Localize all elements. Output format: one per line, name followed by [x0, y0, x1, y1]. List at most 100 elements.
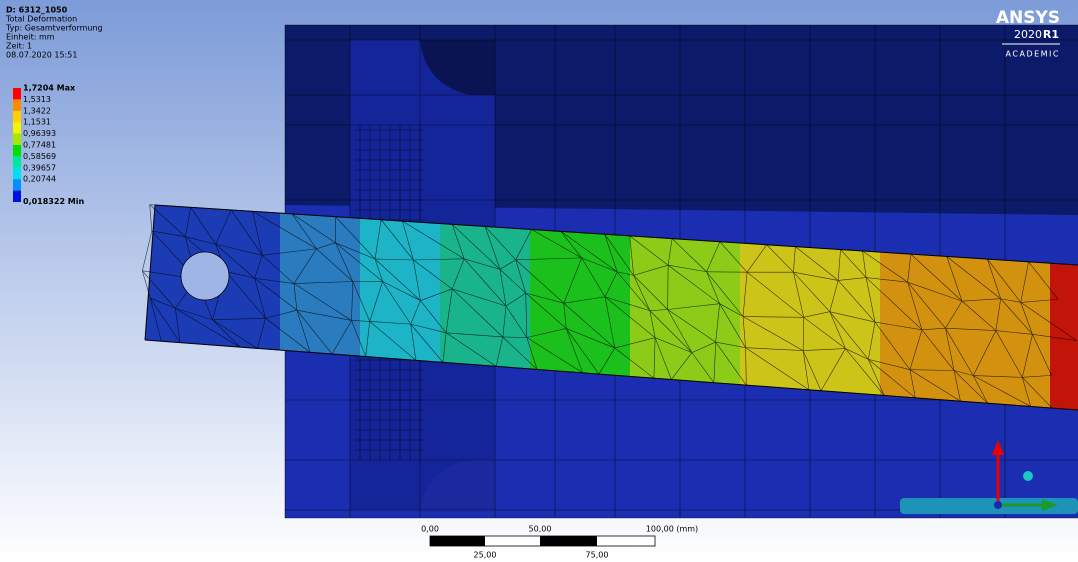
mesh-line	[719, 241, 748, 273]
mesh-line	[149, 204, 153, 232]
mesh-line	[802, 317, 804, 351]
mesh-line	[874, 321, 911, 370]
mesh-line	[413, 258, 465, 261]
mesh-line	[706, 271, 720, 304]
mesh-line	[617, 271, 634, 276]
legend-swatch	[13, 156, 21, 168]
mesh-line	[565, 328, 600, 375]
mesh-line	[945, 328, 955, 371]
legend-swatch	[13, 179, 21, 191]
legend-swatch	[13, 110, 21, 123]
mesh-line	[653, 337, 656, 379]
mesh-line	[505, 305, 528, 338]
mesh-line	[374, 258, 383, 282]
mesh-line	[973, 375, 1031, 407]
mesh-line	[654, 337, 693, 353]
mesh-line	[293, 283, 352, 321]
mesh-line	[973, 375, 1023, 378]
header-line: Typ: Gesamtverformung	[5, 24, 103, 33]
mesh-line	[581, 257, 606, 298]
mesh-line	[719, 303, 744, 317]
mesh-line	[746, 384, 809, 391]
mesh-line	[254, 277, 298, 311]
mesh-line	[257, 348, 311, 353]
mesh-line	[566, 328, 615, 349]
mesh-line	[868, 359, 916, 399]
header-line: Zeit: 1	[6, 42, 32, 51]
mesh-line	[802, 350, 810, 390]
mesh-line	[598, 373, 654, 379]
mesh-line	[335, 242, 354, 282]
mesh-line	[484, 226, 516, 260]
mesh-line	[667, 238, 673, 266]
mesh-line	[463, 258, 507, 307]
mesh-line	[335, 216, 382, 220]
mesh-line	[742, 316, 746, 348]
mesh-line	[793, 246, 796, 273]
mesh-line	[745, 347, 804, 351]
mesh-line	[310, 352, 333, 355]
mesh-line	[502, 336, 538, 370]
mesh-line	[142, 270, 176, 309]
mesh-line	[374, 219, 382, 260]
mesh-line	[335, 242, 376, 260]
mesh-line	[150, 297, 176, 309]
mesh-line	[910, 253, 963, 302]
header-line: D: 6312_1050	[6, 6, 68, 15]
mesh-line	[829, 311, 869, 360]
mesh-line	[445, 332, 497, 367]
mesh-line	[331, 320, 352, 355]
mesh-line	[451, 288, 504, 338]
mesh-line	[667, 264, 720, 304]
mesh-line	[451, 224, 501, 270]
mesh-line	[175, 307, 241, 348]
mesh-line	[614, 337, 656, 349]
mesh-line	[335, 216, 376, 260]
mesh-line	[560, 231, 582, 259]
mesh-line	[381, 219, 403, 222]
mesh-line	[212, 317, 266, 321]
mesh-line	[604, 234, 618, 272]
hole	[180, 251, 230, 301]
mesh-line	[499, 259, 516, 270]
mesh-line	[829, 311, 846, 349]
mesh-line	[365, 321, 371, 357]
mesh-line	[821, 390, 885, 396]
mesh-line	[581, 257, 618, 273]
mesh-line	[845, 348, 869, 360]
mesh-line	[953, 370, 988, 404]
mesh-line	[667, 309, 693, 353]
mesh-line	[803, 311, 830, 318]
mesh-line	[526, 337, 538, 370]
mesh-line	[149, 204, 186, 237]
mesh-line	[671, 238, 707, 272]
mesh-line	[629, 235, 634, 276]
mesh-line	[862, 250, 867, 278]
mesh-line	[921, 329, 955, 371]
mesh-line	[713, 342, 716, 383]
mesh-line	[874, 321, 923, 331]
mesh-line	[604, 234, 634, 276]
mesh-line	[862, 250, 911, 255]
mesh-line	[531, 229, 582, 259]
mesh-line	[987, 402, 1031, 407]
mesh-line	[795, 246, 839, 281]
mesh-line	[369, 281, 383, 322]
mesh-line	[265, 309, 297, 319]
mesh-line	[240, 346, 258, 349]
mesh-line	[1020, 261, 1029, 303]
mesh-line	[296, 310, 311, 353]
mesh-line	[410, 324, 417, 361]
mesh-line	[296, 309, 352, 321]
mesh-line	[706, 241, 721, 272]
legend-label: 0,018322 Min	[23, 197, 84, 206]
mesh-line	[230, 209, 263, 256]
mesh-line	[563, 303, 567, 329]
mesh-line	[420, 300, 447, 333]
mesh-line	[820, 348, 846, 391]
mesh-line	[803, 348, 846, 351]
legend-label: 0,96393	[23, 129, 56, 138]
mesh-line	[909, 369, 961, 402]
mesh-line	[995, 330, 1033, 335]
mesh-line	[845, 348, 885, 396]
